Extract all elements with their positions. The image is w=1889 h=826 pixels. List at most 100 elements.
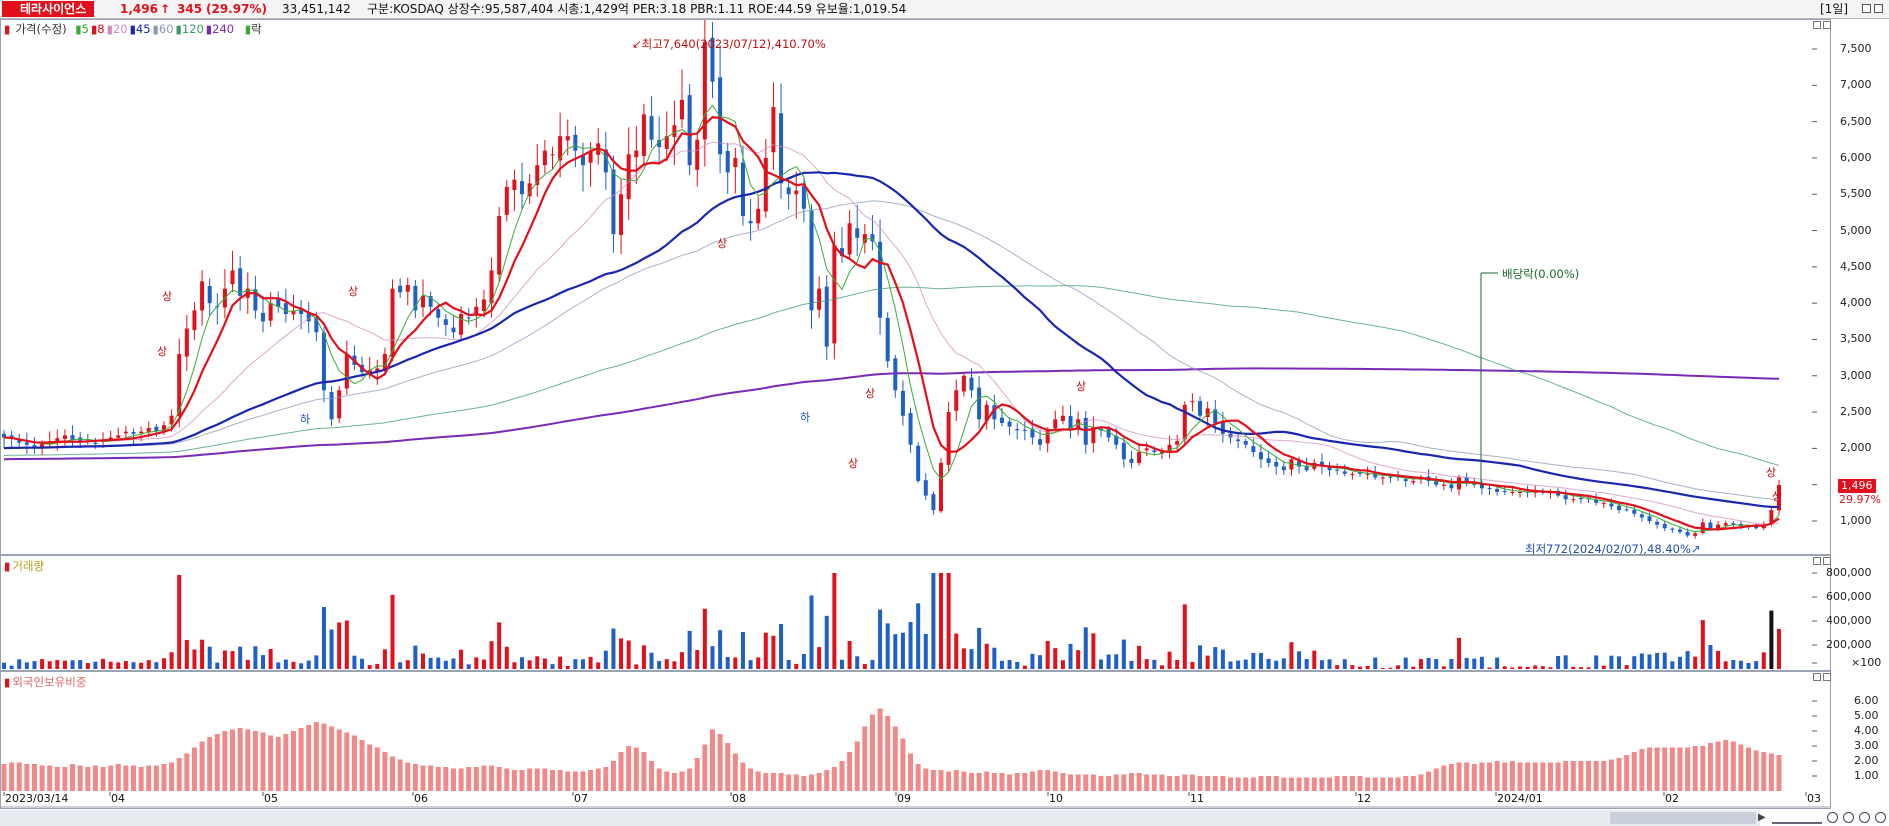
foreign-bar: [977, 773, 982, 791]
foreign-bar: [740, 763, 745, 792]
foreign-bar: [184, 754, 189, 792]
candle-body: [1000, 418, 1004, 423]
scroll-track[interactable]: [0, 810, 1760, 826]
volume-bar: [109, 662, 113, 669]
volume-bar: [634, 664, 638, 669]
candle-body: [269, 303, 273, 321]
volume-bar: [1427, 658, 1431, 669]
foreign-bar: [1228, 778, 1233, 792]
volume-bar: [490, 641, 494, 669]
volume-bar: [436, 658, 440, 669]
volume-bar: [345, 620, 349, 669]
volume-bar: [1305, 659, 1309, 669]
zoom-slider[interactable]: [1772, 812, 1822, 824]
volume-bar: [1320, 660, 1324, 669]
foreign-bar: [984, 772, 989, 792]
foreign-bar: [1152, 775, 1157, 792]
foreign-bar: [1693, 746, 1698, 791]
foreign-bar: [24, 764, 29, 791]
volume-bar: [429, 658, 433, 669]
candle-body: [1381, 477, 1385, 478]
candle-body: [550, 154, 554, 155]
foreign-bar: [139, 767, 144, 791]
volume-bar: [1457, 638, 1461, 669]
candle-body: [1259, 452, 1263, 459]
candle-body: [1602, 503, 1606, 504]
candle-body: [512, 180, 516, 190]
volume-bar: [886, 623, 890, 669]
zoom-fit-icon[interactable]: [1875, 812, 1886, 823]
scroll-right-icon[interactable]: ▶: [1758, 812, 1766, 823]
candle-body: [1625, 509, 1629, 510]
candle-body: [132, 432, 136, 434]
candle-body: [1609, 504, 1613, 507]
zoom-out-icon[interactable]: [1827, 812, 1838, 823]
volume-bar: [421, 654, 425, 669]
volume-bar: [596, 662, 600, 669]
volume-bar: [1602, 666, 1606, 669]
price-ytick-label: 1,000: [1840, 514, 1872, 527]
volume-bar: [360, 659, 364, 669]
foreign-bar: [1449, 764, 1454, 791]
foreign-bar: [268, 736, 273, 792]
foreign-bar: [1175, 776, 1180, 791]
price-ytick-label: 6,000: [1840, 151, 1872, 164]
volume-bar: [1480, 657, 1484, 669]
zoom-reset-icon[interactable]: [1859, 812, 1870, 823]
candle-body: [1655, 522, 1659, 525]
volume-bar: [1769, 611, 1773, 669]
foreign-bar: [1266, 776, 1271, 791]
foreign-bar: [40, 766, 45, 792]
candle-body: [1061, 416, 1065, 421]
volume-bar: [1495, 658, 1499, 669]
foreign-bar: [649, 761, 654, 791]
volume-bar: [2, 663, 6, 669]
candle-body: [482, 300, 486, 311]
foreign-bar: [1609, 760, 1614, 792]
volume-bar: [375, 664, 379, 669]
foreign-bar: [9, 763, 14, 792]
volume-bar: [1442, 666, 1446, 669]
low-annotation: 최저772(2024/02/07),48.40%↗: [1525, 541, 1701, 557]
volume-bar: [1335, 665, 1339, 669]
foreign-bar: [1670, 748, 1675, 792]
candle-body: [1282, 467, 1286, 471]
volume-bar: [1762, 652, 1766, 669]
volume-bar: [977, 628, 981, 669]
foreign-bar: [222, 731, 227, 791]
foreign-ytick-label: 2.00: [1854, 754, 1879, 767]
candle-body: [977, 388, 981, 420]
scroll-thumb[interactable]: [1610, 812, 1756, 824]
volume-bar: [1030, 654, 1034, 669]
date-tick-label: 11: [1190, 792, 1204, 805]
volume-bar: [299, 663, 303, 669]
candle-body: [817, 289, 821, 310]
volume-bar: [1160, 665, 1164, 669]
volume-bar: [1297, 651, 1301, 669]
volume-bar: [1343, 659, 1347, 669]
volume-bar: [1381, 668, 1385, 669]
foreign-bar: [1632, 752, 1637, 791]
candle-body: [330, 392, 334, 419]
high-annotation: ↙최고7,640(2023/07/12),410.70%: [632, 36, 826, 52]
zoom-in-icon[interactable]: [1843, 812, 1854, 823]
foreign-bar: [1137, 773, 1142, 791]
foreign-bar: [855, 742, 860, 792]
foreign-bar: [1335, 776, 1340, 791]
candle-body: [261, 313, 265, 321]
volume-bar: [550, 664, 554, 669]
foreign-bar: [1030, 772, 1035, 792]
foreign-bar: [1365, 778, 1370, 792]
foreign-bar: [1578, 761, 1583, 791]
candle-body: [459, 314, 463, 335]
foreign-bar: [291, 731, 296, 791]
candle-body: [208, 286, 212, 303]
candle-body: [756, 209, 760, 224]
volume-bar: [223, 650, 227, 669]
volume-bar: [238, 647, 242, 669]
ma-line-240: [4, 368, 1779, 459]
candle-body: [1388, 477, 1392, 478]
foreign-bar: [169, 763, 174, 792]
foreign-bar: [1060, 773, 1065, 791]
volume-bar: [391, 595, 395, 669]
